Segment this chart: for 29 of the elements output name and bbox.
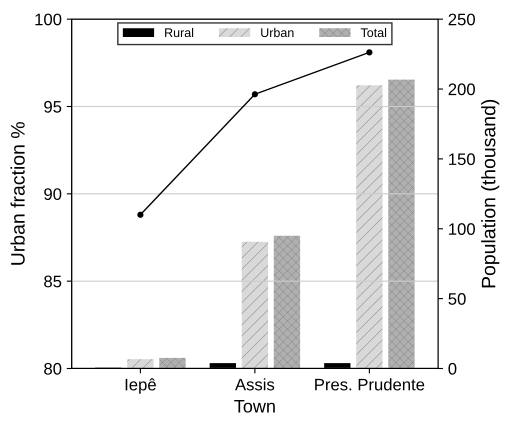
- point: [252, 91, 258, 98]
- y2-tick-label: 150: [449, 153, 475, 166]
- y-tick-label: 80: [44, 362, 62, 375]
- y2-tick-label: 250: [448, 14, 475, 26]
- legend-label: Total: [360, 28, 386, 38]
- x-tick-label: Pres. Prudente: [315, 378, 424, 390]
- x-axis-title: Town: [234, 400, 275, 413]
- y2-tick-label: 50: [448, 293, 466, 305]
- x-tick-label: Iepê: [126, 378, 156, 394]
- y-tick-label: 95: [44, 100, 62, 113]
- legend-label: Rural: [165, 28, 194, 38]
- bar: [388, 80, 415, 368]
- y-axis-title: Urban fraction %: [10, 122, 25, 265]
- y2-tick-label: 100: [449, 223, 475, 235]
- y2-tick-label: 0: [448, 362, 456, 375]
- point: [137, 212, 144, 218]
- bar: [127, 359, 154, 368]
- y2-tick-label: 200: [448, 83, 475, 96]
- point: [366, 49, 372, 56]
- y-tick-label: 90: [44, 188, 62, 200]
- bar: [274, 236, 300, 368]
- x-tick-label: Assis: [235, 378, 274, 390]
- bar: [356, 85, 383, 368]
- legend-label: Urban: [261, 28, 294, 38]
- y-tick-label: 85: [44, 276, 62, 288]
- y-tick-label: 100: [35, 14, 62, 26]
- y2-axis-title: Population (thousand): [481, 100, 500, 288]
- bar: [159, 358, 186, 368]
- bar: [242, 242, 268, 368]
